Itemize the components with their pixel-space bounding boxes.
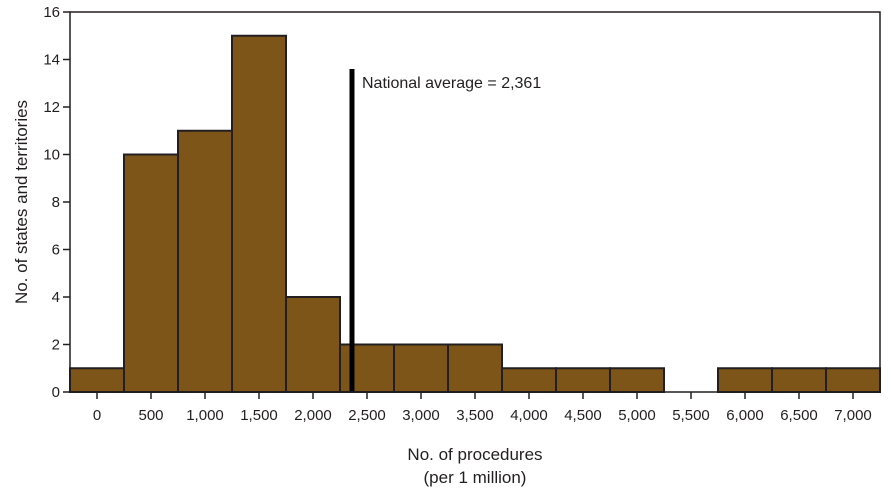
x-axis-title-line1: No. of procedures bbox=[407, 445, 542, 464]
y-tick-label: 2 bbox=[52, 337, 60, 354]
bar bbox=[393, 343, 449, 393]
x-tick-label: 5,000 bbox=[618, 407, 656, 424]
y-tick-label: 12 bbox=[43, 99, 60, 116]
y-tick-label: 4 bbox=[52, 289, 60, 306]
y-axis-title: No. of states and territories bbox=[12, 100, 31, 304]
bar bbox=[555, 367, 611, 393]
bar bbox=[609, 367, 665, 393]
x-tick-label: 2,500 bbox=[348, 407, 386, 424]
y-tick-label: 10 bbox=[43, 147, 60, 164]
x-axis-title-line2: (per 1 million) bbox=[424, 468, 527, 487]
x-tick-label: 4,000 bbox=[510, 407, 548, 424]
bar bbox=[501, 367, 557, 393]
x-tick-label: 6,500 bbox=[780, 407, 818, 424]
y-tick-label: 0 bbox=[52, 384, 60, 401]
national-average-label: National average = 2,361 bbox=[362, 75, 541, 92]
y-tick-label: 8 bbox=[52, 194, 60, 211]
y-tick-label: 16 bbox=[43, 4, 60, 21]
x-tick-label: 2,000 bbox=[294, 407, 332, 424]
reference-line-group: National average = 2,361 bbox=[349, 69, 541, 392]
bar bbox=[285, 296, 341, 393]
x-tick-label: 5,500 bbox=[672, 407, 710, 424]
bar bbox=[717, 367, 773, 393]
axes-group: 0 2 4 6 8 10 12 14 16 0 500 1,000 1,500 2,000 2,500 3,0… bbox=[43, 4, 881, 424]
x-tick-label: 1,000 bbox=[186, 407, 224, 424]
bar bbox=[231, 34, 287, 393]
bar bbox=[771, 367, 827, 393]
x-tick-label: 500 bbox=[138, 407, 163, 424]
x-tick-label: 4,500 bbox=[564, 407, 602, 424]
x-tick-label: 0 bbox=[93, 407, 101, 424]
bar bbox=[447, 343, 503, 393]
bar bbox=[825, 367, 881, 393]
x-tick-label: 3,000 bbox=[402, 407, 440, 424]
y-tick-label: 6 bbox=[52, 242, 60, 259]
bar bbox=[177, 129, 233, 393]
x-tick-label: 6,000 bbox=[726, 407, 764, 424]
x-tick-label: 3,500 bbox=[456, 407, 494, 424]
bar bbox=[123, 153, 179, 393]
bar bbox=[69, 367, 125, 393]
x-tick-label: 1,500 bbox=[240, 407, 278, 424]
bar bbox=[339, 343, 395, 393]
bars-group bbox=[69, 34, 881, 393]
x-tick-label: 7,000 bbox=[834, 407, 872, 424]
y-tick-label: 14 bbox=[43, 52, 60, 69]
